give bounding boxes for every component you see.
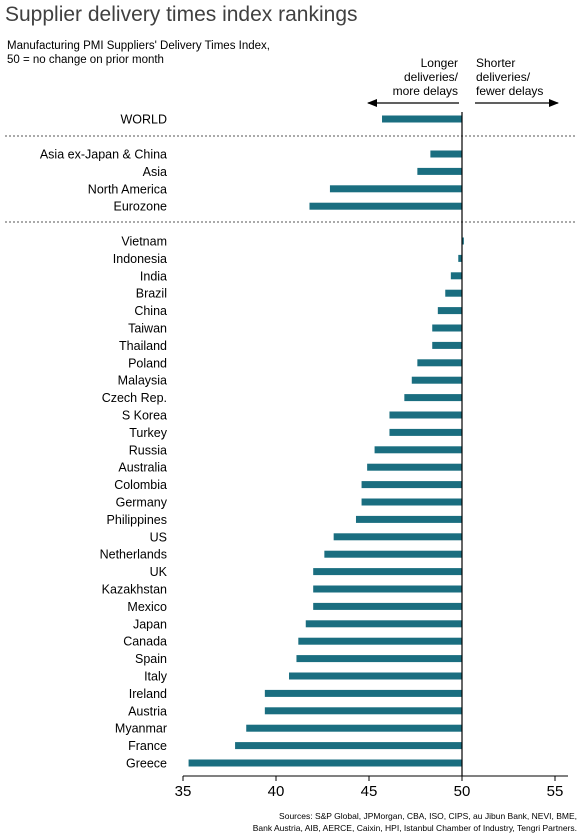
bar-mexico — [313, 602, 462, 610]
category-label-indonesia: Indonesia — [113, 252, 167, 266]
category-label-greece: Greece — [126, 757, 167, 771]
category-label-turkey: Turkey — [129, 426, 167, 440]
category-label-colombia: Colombia — [114, 478, 167, 492]
category-label-poland: Poland — [128, 356, 167, 370]
shorter-deliveries-annotation: Shorter deliveries/ fewer delays — [476, 56, 544, 98]
bar-malaysia — [411, 376, 462, 384]
bar-ireland — [264, 689, 462, 697]
category-label-asia: Asia — [143, 165, 167, 179]
category-labels-layer: WORLD Asia ex-Japan & China Asia North Amer… — [40, 113, 168, 771]
category-label-austria: Austria — [128, 704, 167, 718]
category-label-china: China — [134, 304, 167, 318]
category-label-ireland: Ireland — [129, 687, 167, 701]
category-label-thailand: Thailand — [119, 339, 167, 353]
bar-australia — [367, 463, 462, 471]
category-label-uk: UK — [150, 565, 168, 579]
bar-germany — [361, 498, 462, 506]
sources-note: Sources: S&P Global, JPMorgan, CBA, ISO,… — [252, 811, 577, 833]
category-label-us: US — [150, 530, 167, 544]
category-label-australia: Australia — [118, 461, 167, 475]
category-label-philippines: Philippines — [107, 513, 167, 527]
bar-italy — [289, 672, 462, 680]
bar-eurozone — [309, 202, 462, 210]
bar-indonesia — [458, 254, 462, 262]
category-label-india: India — [140, 269, 167, 283]
bar-brazil — [445, 289, 462, 297]
category-label-myanmar: Myanmar — [115, 722, 167, 736]
category-label-kazakhstan: Kazakhstan — [102, 583, 167, 597]
category-label-mexico: Mexico — [127, 600, 167, 614]
bar-japan — [305, 620, 462, 628]
x-tick-label: 55 — [547, 783, 564, 800]
bar-austria — [264, 707, 462, 715]
bar-us — [333, 533, 462, 541]
bar-poland — [417, 359, 462, 367]
bar-kazakhstan — [313, 585, 462, 593]
category-label-spain: Spain — [135, 652, 167, 666]
category-label-canada: Canada — [123, 635, 167, 649]
category-label-germany: Germany — [116, 496, 168, 510]
bar-china — [437, 307, 462, 315]
bar-philippines — [355, 515, 462, 523]
bar-colombia — [361, 481, 462, 489]
x-tick-label: 40 — [268, 783, 285, 800]
bar-thailand — [432, 341, 462, 349]
bar-myanmar — [246, 724, 462, 732]
bar-turkey — [389, 428, 462, 436]
bar-india — [450, 272, 462, 280]
bar-asia — [417, 167, 462, 175]
longer-deliveries-annotation: Longer deliveries/ more delays — [392, 56, 458, 98]
bar-uk — [313, 568, 462, 576]
category-label-vietnam: Vietnam — [121, 235, 167, 249]
category-label-eurozone: Eurozone — [113, 200, 167, 214]
bars-layer — [188, 115, 464, 767]
bar-netherlands — [324, 550, 462, 558]
category-label-russia: Russia — [129, 443, 167, 457]
x-axis: 35 40 45 50 55 — [5, 112, 575, 800]
category-label-world: WORLD — [120, 113, 167, 127]
bar-s-korea — [389, 411, 462, 419]
category-label-japan: Japan — [133, 617, 167, 631]
bar-vietnam — [462, 237, 464, 245]
category-label-north-america: North America — [88, 182, 167, 196]
bar-taiwan — [432, 324, 462, 332]
x-tick-label: 35 — [175, 783, 192, 800]
bar-france — [235, 742, 462, 750]
category-label-brazil: Brazil — [136, 287, 167, 301]
bar-greece — [188, 759, 462, 767]
category-label-s-korea: S Korea — [122, 409, 167, 423]
bar-asia-ex-japan-china — [430, 150, 462, 158]
x-tick-label: 50 — [454, 783, 471, 800]
x-tick-label: 45 — [361, 783, 378, 800]
category-label-italy: Italy — [144, 670, 168, 684]
category-label-czech-rep: Czech Rep. — [102, 391, 167, 405]
category-label-france: France — [128, 739, 167, 753]
bar-czech-rep — [404, 394, 462, 402]
bar-canada — [298, 637, 462, 645]
bar-spain — [296, 655, 462, 663]
category-label-netherlands: Netherlands — [100, 548, 167, 562]
bar-north-america — [329, 185, 462, 193]
category-label-malaysia: Malaysia — [118, 374, 167, 388]
category-label-taiwan: Taiwan — [128, 322, 167, 336]
chart-title: Supplier delivery times index rankings — [5, 3, 358, 26]
bar-world — [382, 115, 462, 123]
chart-subtitle: Manufacturing PMI Suppliers' Delivery Ti… — [7, 40, 270, 66]
category-label-asia-ex-japan-china: Asia ex-Japan & China — [40, 148, 167, 162]
bar-russia — [374, 446, 462, 454]
